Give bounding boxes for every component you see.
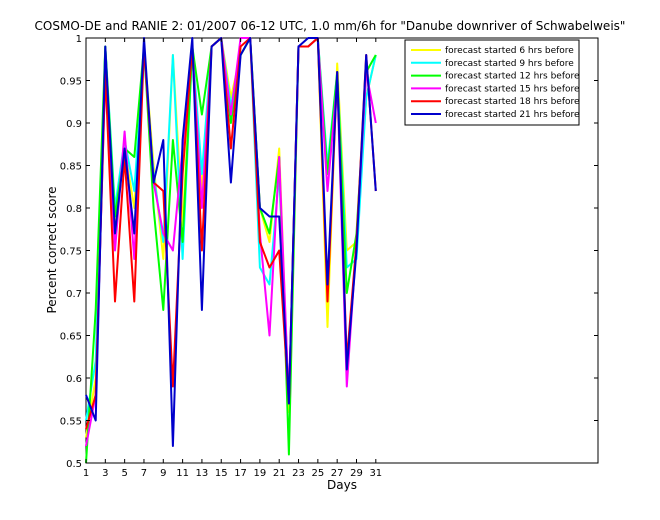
legend-label-3: forecast started 12 hrs before bbox=[445, 72, 580, 82]
x-tick-label: 21 bbox=[273, 468, 286, 479]
x-tick-label: 13 bbox=[196, 468, 209, 479]
y-tick-label: 0.7 bbox=[66, 289, 82, 300]
series-line-5 bbox=[85, 37, 377, 430]
x-tick-label: 31 bbox=[369, 468, 382, 479]
x-axis: 1 3 5 7 9 11 13 15 17 19 21 23 25 27 29 31 bbox=[83, 38, 382, 479]
legend: forecast started 6 hrs before forecast st… bbox=[404, 39, 580, 126]
y-axis: 0.5 0.55 0.6 0.65 0.7 0.75 0.8 0.85 0.9 0.95 1 bbox=[60, 34, 598, 470]
x-tick-label: 27 bbox=[331, 468, 344, 479]
x-tick-label: 19 bbox=[254, 468, 267, 479]
y-axis-label: Percent correct score bbox=[45, 186, 59, 313]
y-tick-label: 1 bbox=[76, 34, 82, 45]
y-tick-label: 0.85 bbox=[60, 162, 82, 173]
x-tick-label: 29 bbox=[350, 468, 363, 479]
y-tick-label: 0.8 bbox=[66, 204, 82, 215]
x-tick-label: 1 bbox=[83, 468, 89, 479]
y-tick-label: 0.95 bbox=[60, 77, 82, 88]
y-tick-label: 0.9 bbox=[66, 119, 82, 130]
x-tick-label: 11 bbox=[176, 468, 189, 479]
legend-label-4: forecast started 15 hrs before bbox=[445, 84, 580, 94]
x-tick-label: 25 bbox=[311, 468, 324, 479]
series-layer bbox=[85, 37, 377, 464]
x-tick-label: 15 bbox=[215, 468, 228, 479]
y-tick-label: 0.65 bbox=[60, 332, 82, 343]
y-tick-label: 0.75 bbox=[60, 247, 82, 258]
legend-label-2: forecast started 9 hrs before bbox=[445, 59, 574, 69]
series-line-4 bbox=[85, 37, 377, 447]
legend-label-6: forecast started 21 hrs before bbox=[445, 110, 580, 120]
y-tick-label: 0.55 bbox=[60, 417, 82, 428]
x-axis-label: Days bbox=[327, 478, 357, 492]
x-tick-label: 9 bbox=[160, 468, 166, 479]
x-tick-label: 17 bbox=[234, 468, 247, 479]
series-line-3 bbox=[85, 37, 377, 464]
legend-box bbox=[404, 39, 580, 126]
legend-label-1: forecast started 6 hrs before bbox=[445, 46, 574, 56]
legend-label-5: forecast started 18 hrs before bbox=[445, 97, 580, 107]
x-tick-label: 5 bbox=[121, 468, 127, 479]
chart-title: COSMO-DE and RANIE 2: 01/2007 06-12 UTC,… bbox=[35, 19, 626, 33]
x-tick-label: 23 bbox=[292, 468, 305, 479]
series-line-1 bbox=[85, 37, 377, 438]
y-tick-label: 0.6 bbox=[66, 374, 82, 385]
x-tick-label: 7 bbox=[141, 468, 147, 479]
x-tick-label: 3 bbox=[102, 468, 108, 479]
y-tick-label: 0.5 bbox=[66, 459, 82, 470]
series-line-6 bbox=[85, 37, 377, 447]
